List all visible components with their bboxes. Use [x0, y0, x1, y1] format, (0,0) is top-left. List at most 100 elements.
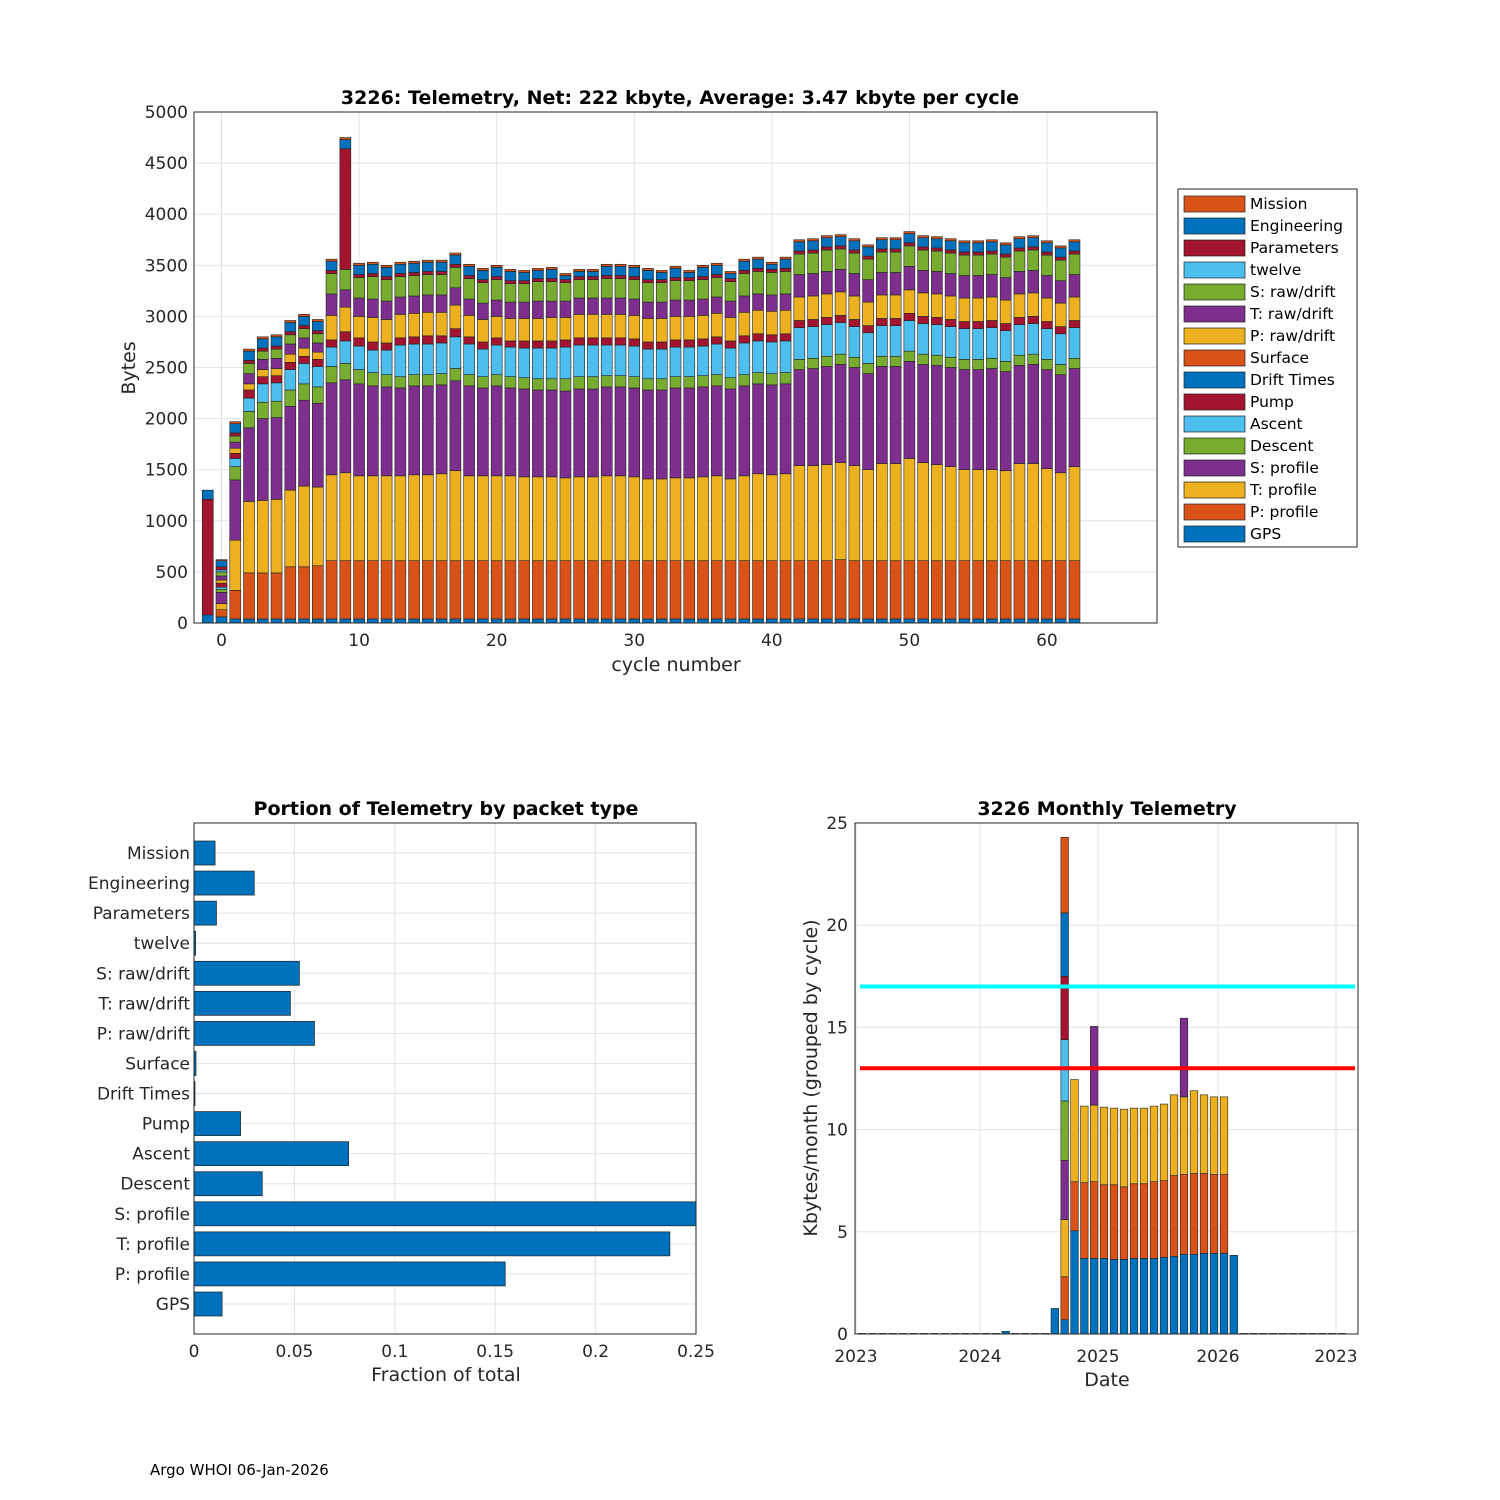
- bar-segment-mission: [917, 235, 929, 239]
- bar-segment-p-raw-drift: [876, 294, 888, 319]
- bar-segment-gps: [628, 618, 641, 624]
- bar-segment-t-profile: [256, 500, 269, 574]
- hbar-mission: [193, 840, 216, 866]
- month-bar-segment-s-profile: [1179, 1017, 1189, 1098]
- bar-segment-mission: [559, 273, 572, 276]
- bar-segment-mission: [944, 238, 957, 242]
- bar-segment-parameters: [917, 246, 929, 251]
- bar-segment-t-raw-drift: [999, 277, 1012, 301]
- month-bar-segment-t-profile: [1189, 1090, 1199, 1174]
- bar-segment-parameters: [587, 276, 599, 280]
- bar-segment-t-profile: [490, 475, 503, 561]
- bar-segment-pump: [215, 582, 228, 588]
- bar-segment-parameters: [559, 279, 572, 283]
- bar-segment-mission: [229, 421, 242, 425]
- bar-segment-gps: [339, 618, 352, 624]
- legend-label-s-profile: S: profile: [1250, 459, 1319, 477]
- bar-segment-parameters: [793, 250, 806, 255]
- bar-segment-ascent: [229, 458, 242, 467]
- month-bar-segment-mission: [1179, 1174, 1189, 1255]
- bar-segment-t-profile: [435, 473, 448, 561]
- bar-segment-mission: [986, 239, 998, 243]
- bar-segment-parameters: [1041, 251, 1053, 256]
- month-bar-segment-mission: [1189, 1173, 1199, 1255]
- bar-segment-s-raw-drift: [903, 245, 916, 267]
- bar-segment-p-profile: [724, 560, 737, 620]
- bar-segment-t-profile: [449, 470, 462, 561]
- bar-segment-mission: [779, 256, 792, 260]
- bar-segment-ascent: [380, 349, 393, 375]
- bar-segment-p-profile: [243, 572, 255, 620]
- bar-segment-ascent: [669, 346, 682, 377]
- bar-segment-parameters: [752, 268, 764, 272]
- category-label-p-raw-drift: P: raw/drift: [97, 1024, 191, 1044]
- bar-segment-ascent: [477, 348, 489, 377]
- bar-segment-p-raw-drift: [986, 296, 998, 321]
- bar-segment-engineering: [312, 321, 324, 332]
- hbar-p-raw-drift: [193, 1021, 315, 1046]
- bar-segment-t-raw-drift: [793, 274, 806, 298]
- month-bar-segment-engineering: [1129, 1258, 1139, 1335]
- bar-segment-s-profile: [600, 386, 613, 477]
- bar-segment-mission: [862, 244, 874, 248]
- bar-segment-descent: [669, 376, 682, 389]
- bar-segment-t-profile: [325, 474, 338, 561]
- bar-segment-s-raw-drift: [284, 334, 297, 345]
- bar-segment-s-raw-drift: [215, 571, 228, 577]
- bar-segment-t-profile: [917, 462, 929, 561]
- bar-segment-engineering: [463, 266, 475, 276]
- month-bar-segment-t-profile: [1080, 1105, 1089, 1184]
- bar-segment-t-profile: [463, 475, 475, 561]
- bar-segment-p-raw-drift: [793, 296, 806, 321]
- bar-segment-t-profile: [848, 465, 861, 561]
- legend-label-parameters: Parameters: [1250, 239, 1339, 257]
- bar-segment-pump: [270, 375, 283, 384]
- bar-segment-engineering: [958, 242, 971, 253]
- bar-segment-s-profile: [463, 385, 475, 477]
- month-bar-segment-engineering: [1149, 1258, 1159, 1335]
- bar-segment-parameters: [669, 277, 682, 281]
- bar-segment-engineering: [408, 262, 420, 273]
- bar-segment-p-raw-drift: [518, 318, 530, 342]
- bar-segment-s-raw-drift: [710, 277, 723, 298]
- y-tick-label: 25: [826, 814, 848, 834]
- bar-segment-pump: [710, 336, 723, 345]
- bar-segment-mission: [1054, 245, 1067, 249]
- bar-segment-s-profile: [848, 367, 861, 466]
- bar-segment-pump: [1054, 326, 1067, 335]
- bar-segment-gps: [201, 614, 214, 624]
- bar-segment-gps: [1054, 618, 1067, 624]
- bar-segment-ascent: [655, 348, 668, 380]
- bar-segment-p-profile: [518, 560, 530, 620]
- bar-segment-t-profile: [394, 475, 407, 561]
- bar-segment-mission: [353, 262, 365, 266]
- bar-segment-ascent: [270, 382, 283, 402]
- month-bar-segment-t-profile: [1070, 1079, 1079, 1183]
- bar-segment-p-profile: [821, 560, 833, 620]
- bar-segment-p-raw-drift: [931, 293, 943, 318]
- bar-segment-engineering: [532, 270, 544, 279]
- month-bar-segment-mission: [1070, 1181, 1079, 1232]
- bar-segment-gps: [490, 618, 503, 624]
- x-tick-label: 2023: [1314, 1347, 1357, 1367]
- month-bar-segment-engineering: [1179, 1253, 1189, 1335]
- bar-segment-t-profile: [1054, 472, 1067, 561]
- bar-segment-gps: [903, 618, 916, 624]
- bar-segment-pump: [394, 337, 407, 346]
- bar-segment-parameters: [201, 499, 214, 616]
- bar-segment-p-raw-drift: [573, 314, 586, 339]
- bar-segment-t-profile: [807, 465, 819, 561]
- bar-segment-engineering: [642, 270, 654, 280]
- bar-segment-engineering: [353, 264, 365, 275]
- bar-segment-t-raw-drift: [1054, 280, 1067, 304]
- legend-label-surface: Surface: [1250, 349, 1309, 367]
- bar-segment-engineering: [834, 236, 847, 247]
- bar-segment-s-raw-drift: [999, 256, 1012, 278]
- bar-segment-descent: [834, 353, 847, 365]
- bar-segment-t-profile: [876, 463, 888, 561]
- x-tick-label: 60: [1036, 631, 1058, 651]
- bar-segment-ascent: [683, 346, 696, 377]
- bar-segment-descent: [284, 389, 297, 407]
- bar-segment-p-raw-drift: [504, 318, 517, 342]
